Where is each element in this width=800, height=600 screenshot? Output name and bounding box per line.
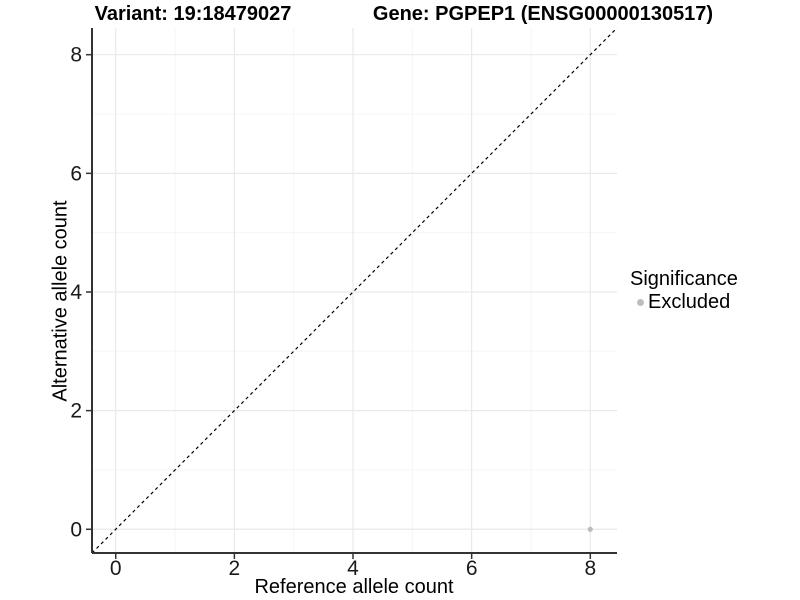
plot-title-gene: Gene: PGPEP1 (ENSG00000130517) (372, 3, 714, 25)
y-axis-title: Alternative allele count (49, 200, 72, 402)
y-tick-label: 6 (70, 162, 82, 185)
data-point (587, 526, 593, 532)
x-tick-label: 6 (466, 557, 478, 580)
plot-title-variant: Variant: 19:18479027 (94, 3, 292, 25)
y-tick-label: 0 (70, 518, 82, 541)
x-tick-label: 0 (110, 557, 122, 580)
legend-item-label: Excluded (648, 291, 731, 313)
x-tick-label: 2 (229, 557, 241, 580)
legend-item-excluded: Excluded (630, 291, 738, 313)
y-tick-label: 4 (70, 281, 82, 304)
y-tick-label: 2 (70, 400, 82, 423)
y-tick-label: 8 (70, 44, 82, 67)
legend: Significance Excluded (630, 268, 738, 313)
x-axis-title: Reference allele count (254, 576, 454, 598)
x-tick-label: 8 (584, 557, 596, 580)
excluded-point-icon (637, 298, 644, 306)
legend-title: Significance (630, 268, 738, 290)
x-tick-label: 4 (347, 557, 359, 580)
identity-dashed-line (91, 27, 618, 554)
